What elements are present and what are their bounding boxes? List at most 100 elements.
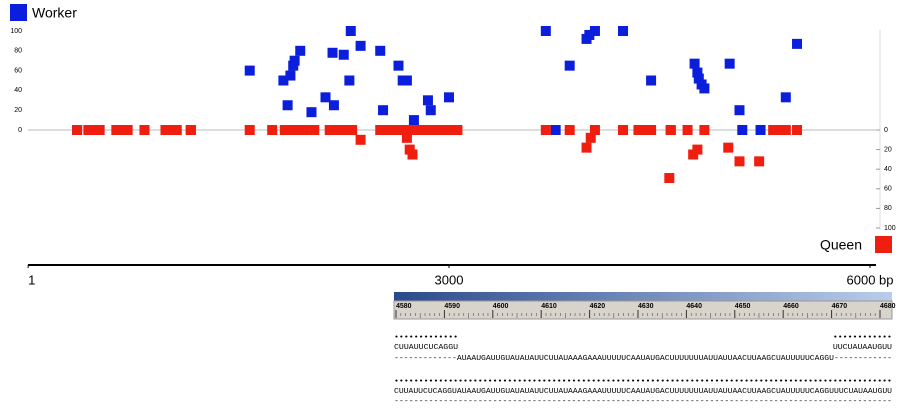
point: [640, 125, 651, 135]
point: [244, 65, 255, 76]
point: [306, 107, 317, 118]
legend-swatch: [875, 236, 892, 253]
point: [295, 45, 306, 56]
point: [401, 75, 412, 86]
point: [72, 125, 83, 135]
point: [94, 125, 105, 135]
y2-tick-label: 100: [884, 225, 896, 232]
y2-tick-label: 40: [884, 166, 892, 173]
point: [792, 125, 803, 135]
point: [682, 125, 693, 135]
ruler-label: 4620: [590, 303, 606, 310]
point: [724, 58, 735, 69]
point: [754, 156, 765, 167]
legend-label: Worker: [32, 5, 77, 21]
point: [185, 125, 196, 135]
point: [279, 125, 290, 135]
y2-tick-label: 20: [884, 146, 892, 153]
legend-swatch: [10, 4, 27, 21]
point: [540, 125, 551, 135]
point: [445, 125, 456, 135]
point: [355, 40, 366, 51]
ruler-label: 4610: [541, 303, 557, 310]
point: [564, 125, 575, 135]
point: [773, 125, 784, 135]
point: [286, 125, 297, 135]
x-tick-label: 3000: [435, 272, 464, 287]
point: [393, 60, 404, 71]
point: [444, 92, 454, 103]
point: [407, 149, 418, 160]
point: [309, 125, 320, 135]
point: [780, 92, 791, 103]
point: [540, 26, 551, 36]
point: [328, 100, 339, 111]
point: [383, 125, 394, 135]
point: [664, 173, 675, 184]
point: [410, 125, 421, 135]
point: [289, 55, 300, 66]
point: [589, 125, 600, 135]
point: [111, 125, 122, 135]
point: [282, 100, 293, 111]
point: [139, 125, 150, 135]
sequence-row: -------------AUAAUGAUUGUAUAUAUUCUUAUAAAG…: [394, 355, 892, 363]
point: [699, 83, 710, 94]
sequence-row: CUUAUUCUCAGGU UUCUAUAAUGUU: [394, 344, 892, 352]
y-tick-label: 40: [14, 87, 22, 94]
point: [737, 125, 748, 135]
y-tick-label: 60: [14, 67, 22, 74]
ruler-label: 4680: [880, 303, 896, 310]
legend-label: Queen: [820, 237, 862, 253]
point: [435, 125, 446, 135]
point: [160, 125, 171, 135]
point: [408, 115, 419, 126]
point: [692, 144, 703, 155]
ruler-label: 4670: [832, 303, 848, 310]
point: [452, 125, 463, 135]
sequence-row: ----------------------------------------…: [394, 398, 892, 406]
point: [401, 132, 412, 143]
point: [780, 125, 791, 135]
point: [244, 125, 255, 135]
point: [665, 125, 676, 135]
point: [292, 125, 303, 135]
point: [117, 125, 128, 135]
point: [755, 125, 766, 135]
ruler-header: [394, 292, 892, 301]
point: [324, 125, 335, 135]
ruler-label: 4630: [638, 303, 654, 310]
ruler-label: 4640: [686, 303, 702, 310]
point: [400, 125, 411, 135]
point: [585, 132, 596, 143]
ruler-label: 4590: [444, 303, 460, 310]
x-tick-label: 6000 bp: [847, 272, 894, 287]
point: [347, 125, 358, 135]
x-tick-label: 1: [28, 272, 35, 287]
point: [375, 125, 386, 135]
ruler-label: 4580: [396, 303, 412, 310]
y2-tick-label: 0: [884, 127, 888, 134]
point: [355, 134, 366, 145]
point: [734, 105, 745, 116]
point: [589, 26, 600, 36]
point: [425, 105, 436, 116]
point: [734, 156, 745, 167]
point: [331, 125, 342, 135]
point: [327, 47, 338, 58]
sequence-row: CUUAUUCUCAGGUAUAAUGAUUGUAUAUAUUCUUAUAAAG…: [394, 388, 892, 396]
point: [320, 92, 331, 103]
point: [723, 142, 734, 153]
sequence-row: ••••••••••••• ••••••••••••: [394, 334, 892, 342]
point: [341, 125, 352, 135]
y2-tick-label: 80: [884, 205, 892, 212]
ruler-label: 4660: [783, 303, 799, 310]
sequence-row: ••••••••••••••••••••••••••••••••••••••••…: [394, 378, 892, 386]
point: [375, 45, 386, 56]
point: [378, 105, 389, 116]
point: [581, 142, 592, 153]
y-tick-label: 80: [14, 48, 22, 55]
ruler-label: 4600: [493, 303, 509, 310]
point: [390, 125, 401, 135]
point: [768, 125, 779, 135]
